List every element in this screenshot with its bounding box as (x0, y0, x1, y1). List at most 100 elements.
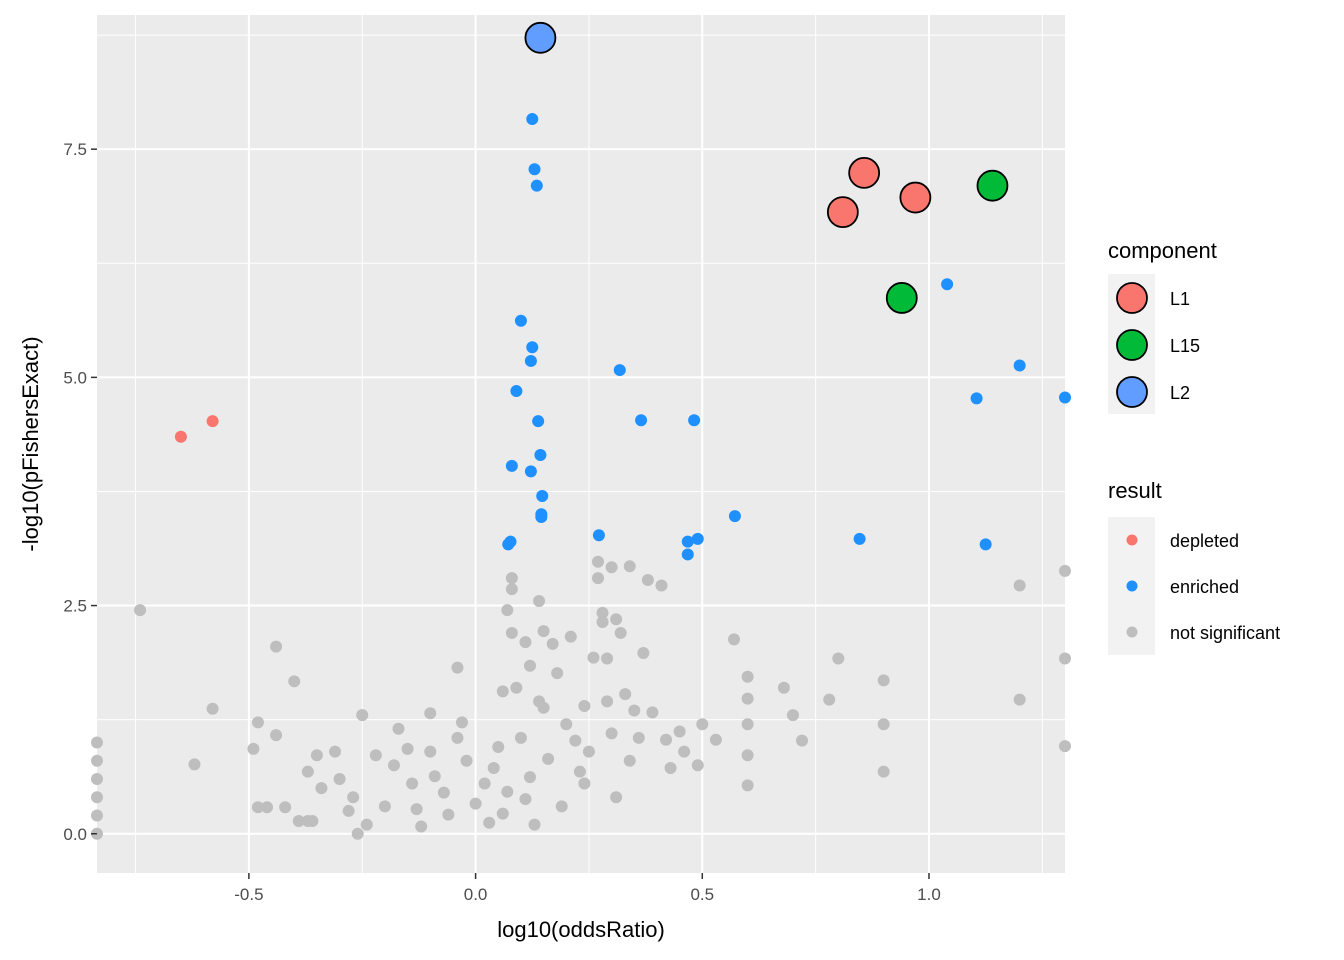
y-tick-label: 7.5 (63, 140, 87, 159)
highlight-point-L1 (848, 157, 881, 189)
point-not-significant (610, 791, 623, 804)
point-not-significant (877, 674, 890, 687)
x-tick-label: 0.5 (690, 885, 714, 904)
point-not-significant (1013, 579, 1026, 592)
point-not-significant (1059, 740, 1071, 753)
point-not-significant (360, 818, 373, 831)
point-not-significant (306, 814, 319, 827)
point-not-significant (678, 745, 691, 758)
x-tick-label: 0.0 (464, 885, 488, 904)
point-not-significant (315, 782, 328, 795)
point-enriched (691, 532, 704, 545)
point-enriched (853, 532, 866, 545)
point-not-significant (741, 779, 754, 792)
point-not-significant (261, 801, 274, 814)
plot-panel (97, 15, 1065, 873)
axes: -0.5 0.0 0.5 1.0 0.0 2.5 5.0 7.5 (63, 140, 940, 904)
point-enriched (635, 414, 648, 427)
point-not-significant (91, 754, 103, 767)
point-not-significant (777, 681, 790, 694)
point-enriched (532, 415, 545, 428)
point-enriched (592, 529, 605, 542)
legend-key-depleted (1126, 534, 1138, 546)
point-not-significant (519, 793, 532, 806)
point-not-significant (442, 808, 455, 821)
legend-key-L2 (1116, 376, 1148, 408)
highlight-point-L15 (976, 169, 1009, 202)
point-not-significant (823, 693, 836, 706)
point-enriched (970, 392, 983, 405)
point-enriched (728, 510, 741, 523)
point-enriched (688, 414, 701, 427)
point-not-significant (251, 801, 264, 814)
point-not-significant (637, 647, 650, 660)
highlight-point-L1 (899, 181, 932, 214)
point-enriched (979, 538, 992, 551)
point-not-significant (601, 652, 614, 665)
point-not-significant (533, 594, 546, 607)
point-enriched (526, 341, 539, 354)
point-not-significant (623, 560, 636, 573)
point-not-significant (1059, 652, 1071, 665)
point-not-significant (741, 670, 754, 683)
point-not-significant (437, 786, 450, 799)
point-not-significant (582, 745, 595, 758)
point-not-significant (469, 797, 482, 810)
point-not-significant (251, 716, 264, 729)
point-enriched (681, 535, 694, 548)
point-not-significant (351, 827, 364, 840)
point-enriched (613, 364, 626, 377)
point-not-significant (610, 613, 623, 626)
point-not-significant (91, 809, 103, 822)
point-not-significant (605, 561, 618, 574)
y-tick-label: 2.5 (63, 597, 87, 616)
point-enriched (502, 538, 515, 551)
point-enriched (530, 179, 543, 192)
legend-label-enriched: enriched (1170, 577, 1239, 597)
point-enriched (535, 511, 548, 524)
point-not-significant (673, 725, 686, 738)
point-not-significant (523, 659, 536, 672)
point-not-significant (288, 675, 301, 688)
point-not-significant (91, 791, 103, 804)
legend-label-depleted: depleted (1170, 531, 1239, 551)
major-gridlines (97, 15, 1065, 873)
point-enriched (534, 448, 547, 461)
point-not-significant (728, 633, 741, 646)
point-not-significant (569, 734, 582, 747)
point-not-significant (428, 770, 441, 783)
point-not-significant (596, 606, 609, 619)
point-not-significant (592, 555, 605, 568)
point-not-significant (596, 615, 609, 628)
point-not-significant (537, 701, 550, 714)
point-enriched (681, 548, 694, 561)
legend-key-L15 (1116, 329, 1148, 361)
point-depleted (174, 430, 187, 443)
legend-key-not-significant (1126, 626, 1138, 638)
point-not-significant (741, 692, 754, 705)
point-not-significant (619, 688, 632, 701)
point-not-significant (501, 604, 514, 617)
point-not-significant (91, 736, 103, 749)
point-not-significant (206, 702, 219, 715)
point-not-significant (1013, 693, 1026, 706)
point-enriched (1059, 391, 1071, 404)
legend-label-L1: L1 (1170, 289, 1190, 309)
point-enriched (536, 490, 549, 503)
point-not-significant (392, 722, 405, 735)
x-tick-label: 1.0 (917, 885, 941, 904)
point-not-significant (655, 579, 668, 592)
point-not-significant (356, 709, 369, 722)
point-not-significant (134, 604, 147, 617)
point-depleted (206, 415, 219, 428)
point-not-significant (741, 718, 754, 731)
point-not-significant (555, 800, 568, 813)
point-not-significant (401, 742, 414, 755)
point-not-significant (605, 727, 618, 740)
point-not-significant (601, 695, 614, 708)
legend-key-enriched (1126, 580, 1138, 592)
point-not-significant (877, 718, 890, 731)
legend-title-result: result (1108, 478, 1162, 503)
highlight-point-L1 (826, 196, 859, 229)
